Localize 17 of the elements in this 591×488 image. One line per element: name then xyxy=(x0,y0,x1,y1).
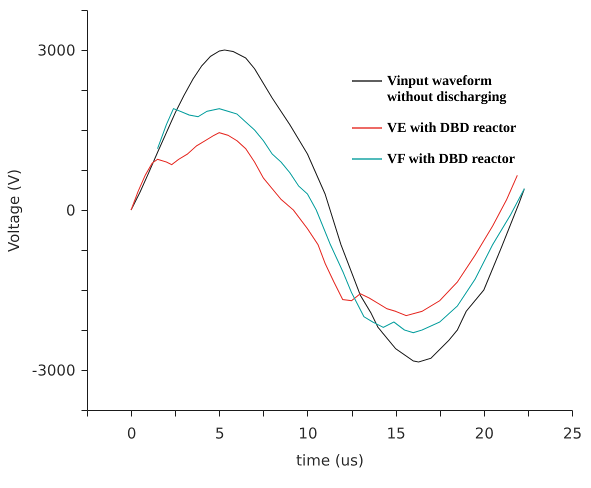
x-tick-label: 5 xyxy=(215,424,225,442)
x-tick-label: 20 xyxy=(474,424,494,442)
y-tick-label: -3000 xyxy=(32,362,76,380)
x-tick-label: 0 xyxy=(126,424,136,442)
x-tick-label: 25 xyxy=(562,424,582,442)
y-tick-label: 0 xyxy=(66,202,76,220)
x-tick-label: 15 xyxy=(386,424,406,442)
line-series xyxy=(130,132,518,316)
y-axis-title: Voltage (V) xyxy=(4,169,23,252)
line-series xyxy=(156,108,525,334)
x-axis-title: time (us) xyxy=(296,452,364,470)
legend-label: VE with DBD reactor xyxy=(387,121,516,136)
legend-label: Vinput waveform without discharging xyxy=(387,74,506,105)
x-tick-label: 10 xyxy=(298,424,318,442)
y-tick-label: 3000 xyxy=(37,42,76,60)
legend-label: VF with DBD reactor xyxy=(387,152,515,167)
line-series xyxy=(130,49,525,363)
